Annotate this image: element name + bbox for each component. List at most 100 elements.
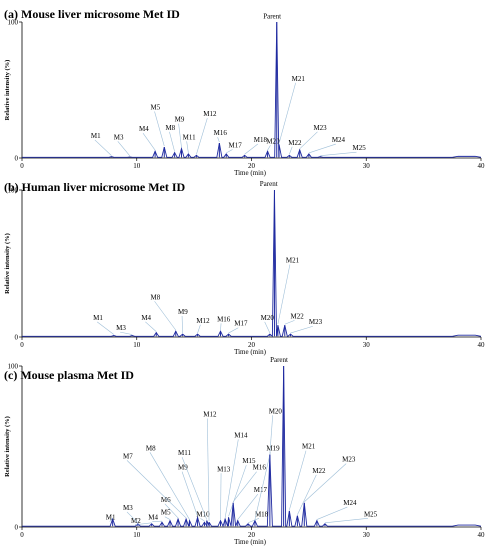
y-axis-title: Relative intensity (%) (4, 233, 11, 294)
leader-M17 (226, 149, 233, 154)
leader-M19 (254, 452, 271, 520)
chromatogram-trace (22, 21, 482, 158)
peak-label-M1: M1 (106, 514, 116, 522)
x-axis-title: Time (min) (234, 169, 266, 177)
peak-label-M3: M3 (116, 324, 126, 332)
leader-M8 (169, 131, 175, 152)
x-axis-title: Time (min) (234, 348, 266, 356)
leader-M21 (289, 450, 307, 510)
y-tick-label: 0 (15, 155, 19, 163)
leader-M22 (297, 474, 317, 515)
leader-M1 (109, 517, 113, 522)
x-tick-label: 20 (248, 162, 256, 170)
leader-M23 (299, 131, 318, 150)
peak-label-M14: M14 (234, 431, 248, 439)
leader-M1 (94, 139, 112, 156)
peak-label-Parent: Parent (270, 356, 288, 364)
peak-label-M20: M20 (269, 407, 283, 415)
leader-M20 (267, 145, 271, 151)
peak-label-M4: M4 (141, 314, 151, 322)
peak-label-M24: M24 (343, 499, 357, 507)
y-tick-label: 100 (8, 363, 19, 371)
leader-M16 (232, 471, 257, 503)
leader-M3 (126, 511, 139, 523)
leader-M22 (289, 146, 293, 155)
x-tick-label: 10 (133, 341, 141, 349)
peak-label-M18: M18 (255, 510, 269, 518)
leader-M3 (120, 331, 133, 335)
y-tick-label: 0 (15, 334, 19, 342)
x-tick-label: 40 (478, 531, 486, 539)
peak-label-M24: M24 (332, 136, 346, 144)
peak-label-M12: M12 (196, 317, 210, 325)
peak-label-M1: M1 (91, 132, 101, 140)
leader-M12 (207, 418, 210, 522)
peak-label-M12: M12 (203, 110, 217, 118)
leader-M23 (290, 325, 313, 334)
x-tick-label: 30 (363, 341, 371, 349)
peak-label-M8: M8 (151, 293, 161, 301)
leader-M9 (181, 471, 198, 517)
leader-M12 (197, 324, 201, 334)
leader-M25 (320, 151, 357, 156)
peak-label-M17: M17 (229, 141, 243, 149)
panel-title: (b) Human liver microsome Met ID (4, 180, 186, 194)
peak-label-M16: M16 (214, 129, 228, 137)
peak-label-M20: M20 (266, 137, 280, 145)
peak-label-M22: M22 (312, 467, 326, 475)
leader-M14 (224, 439, 239, 518)
leader-M22 (284, 320, 295, 325)
leader-M9 (181, 315, 183, 334)
x-tick-label: 0 (20, 162, 24, 170)
x-tick-label: 10 (133, 531, 141, 539)
peak-label-M4: M4 (148, 514, 158, 522)
peak-label-M21: M21 (286, 257, 300, 265)
leader-M9 (178, 123, 182, 148)
peak-label-M21: M21 (302, 443, 316, 451)
chromatogram-trace (22, 189, 482, 338)
x-tick-label: 0 (20, 341, 24, 349)
leader-M24 (308, 143, 336, 154)
peak-label-M22: M22 (291, 312, 305, 320)
leader-M3 (117, 141, 131, 157)
x-tick-label: 40 (478, 341, 486, 349)
leader-M1 (96, 321, 114, 335)
leader-M4 (142, 132, 156, 151)
leader-M20 (264, 321, 271, 334)
panel-title: (c) Mouse plasma Met ID (4, 368, 134, 382)
peak-label-M25: M25 (364, 510, 378, 518)
peak-label-M23: M23 (313, 124, 327, 132)
peak-label-M1: M1 (93, 314, 103, 322)
x-tick-label: 20 (248, 341, 256, 349)
chart-panel-1: (a) Mouse liver microsome Met ID 0 100 0 10 2… (4, 7, 485, 177)
x-tick-label: 30 (363, 531, 371, 539)
y-tick-label: 100 (8, 19, 19, 27)
peak-label-M17: M17 (254, 486, 268, 494)
leader-M6 (164, 503, 179, 519)
leader-M13 (220, 473, 222, 520)
leader-M21 (277, 264, 291, 325)
x-axis-title: Time (min) (234, 538, 266, 546)
leader-M12 (196, 118, 208, 155)
chart-panel-3: (c) Mouse plasma Met ID 0 100 0 10 20 30 40 Time… (4, 356, 485, 546)
leader-M17 (237, 494, 259, 520)
peak-label-M16: M16 (253, 464, 267, 472)
peak-label-M5: M5 (161, 509, 171, 517)
peak-label-M17: M17 (234, 320, 248, 328)
peak-label-M22: M22 (288, 139, 302, 147)
peak-label-M5: M5 (151, 103, 161, 111)
peak-label-M9: M9 (178, 308, 188, 316)
peak-label-M15: M15 (242, 457, 256, 465)
peak-label-M9: M9 (175, 116, 185, 124)
y-axis-title: Relative intensity (%) (4, 60, 11, 121)
peak-label-M9: M9 (178, 464, 188, 472)
peak-label-M11: M11 (178, 449, 191, 457)
leader-M7 (126, 460, 187, 519)
leader-M10 (200, 518, 205, 522)
peak-label-M8: M8 (165, 124, 175, 132)
peak-label-M23: M23 (342, 456, 356, 464)
x-tick-label: 30 (363, 162, 371, 170)
leader-M18 (247, 518, 260, 524)
